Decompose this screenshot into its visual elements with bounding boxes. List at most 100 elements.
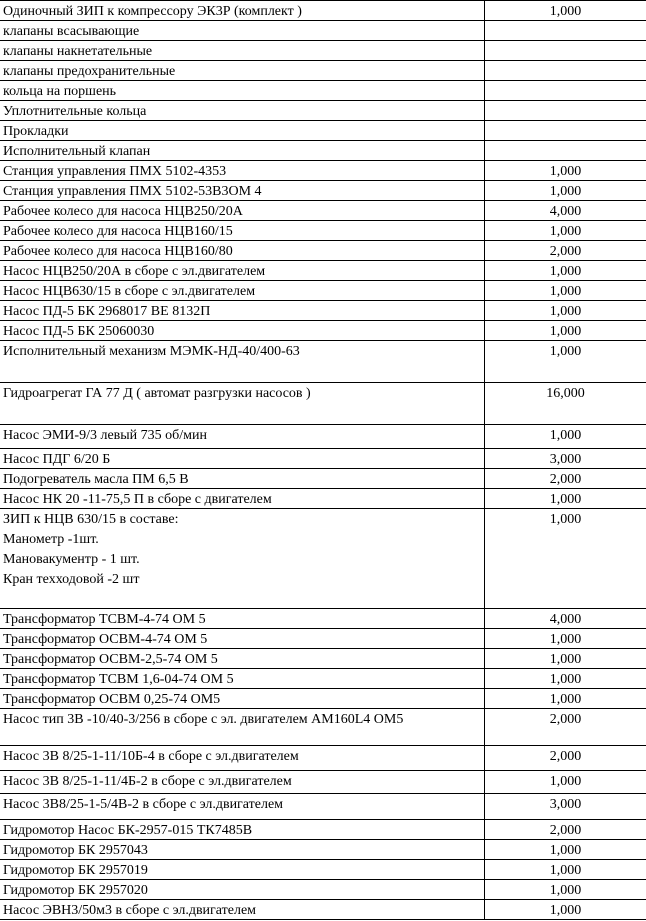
table-row: Насос 3В 8/25-1-11/4Б-2 в сборе с эл.дви… (0, 771, 646, 794)
item-name-cell[interactable]: Насос ПД-5 БК 2968017 ВЕ 8132П (0, 301, 485, 320)
item-name-cell[interactable]: Гидромотор БК 2957020 (0, 880, 485, 899)
table-row: ЗИП к НЦВ 630/15 в составе: Манометр -1шт… (0, 509, 646, 609)
item-name-cell[interactable]: Трансформатор ТСВМ 1,6-04-74 ОМ 5 (0, 669, 485, 688)
item-name-line: Гидроагрегат ГА 77 Д ( автомат разгрузки… (3, 386, 311, 401)
table-row: Гидромотор БК 2957020 1,000 (0, 880, 646, 900)
item-name-cell[interactable]: Станция управления ПМХ 5102-4353 (0, 161, 485, 180)
item-name-cell[interactable]: Трансформатор ТСВМ-4-74 ОМ 5 (0, 609, 485, 628)
quantity-cell[interactable]: 1,000 (549, 428, 582, 443)
quantity-cell[interactable]: 1,000 (549, 903, 582, 918)
quantity-cell[interactable]: 3,000 (549, 452, 582, 467)
quantity-cell[interactable]: 1,000 (549, 863, 582, 878)
quantity-cell[interactable]: 1,000 (549, 304, 582, 319)
quantity-cell[interactable] (485, 121, 646, 140)
item-name-line: Гидромотор БК 2957020 (3, 883, 148, 898)
item-name-cell[interactable]: Рабочее колесо для насоса НЦВ160/80 (0, 241, 485, 260)
item-name-cell[interactable]: Насос ПДГ 6/20 Б (0, 449, 485, 468)
table-row: Трансформатор ТСВМ 1,6-04-74 ОМ 5 1,000 (0, 669, 646, 689)
item-name-line: Станция управления ПМХ 5102-4353 (3, 164, 227, 179)
quantity-cell[interactable]: 1,000 (549, 843, 582, 858)
quantity-cell[interactable]: 1,000 (549, 164, 582, 179)
quantity-cell[interactable]: 2,000 (549, 823, 582, 838)
table-row: Станция управления ПМХ 5102-53В3ОМ 4 1,00… (0, 181, 646, 201)
quantity-cell[interactable]: 1,000 (549, 672, 582, 687)
quantity-cell[interactable]: 4,000 (549, 612, 582, 627)
item-name-cell[interactable]: Насос НЦВ250/20А в сборе с эл.двигателем (0, 261, 485, 280)
quantity-cell[interactable]: 16,000 (546, 386, 585, 401)
item-name-cell[interactable]: Трансформатор ОСВМ-2,5-74 ОМ 5 (0, 649, 485, 668)
quantity-cell[interactable]: 2,000 (549, 712, 582, 727)
item-name-cell[interactable]: Трансформатор ОСВМ 0,25-74 ОМ5 (0, 689, 485, 708)
quantity-cell[interactable]: 3,000 (549, 797, 582, 812)
item-name-cell[interactable]: ЗИП к НЦВ 630/15 в составе: Манометр -1шт… (0, 509, 485, 608)
item-name-line: Рабочее колесо для насоса НЦВ160/80 (3, 244, 233, 259)
quantity-cell[interactable]: 1,000 (549, 224, 582, 239)
item-name-cell[interactable]: Насос ПД-5 БК 25060030 (0, 321, 485, 340)
table-row: Рабочее колесо для насоса НЦВ160/15 1,000 (0, 221, 646, 241)
table-row: Насос ЭМИ-9/3 левый 735 об/мин 1,000 (0, 425, 646, 449)
item-name-line: Насос 3В 8/25-1-11/4Б-2 в сборе с эл.дви… (3, 774, 292, 789)
quantity-cell[interactable]: 4,000 (549, 204, 582, 219)
item-name-cell[interactable]: Станция управления ПМХ 5102-53В3ОМ 4 (0, 181, 485, 200)
item-name-cell[interactable]: кольца на поршень (0, 81, 485, 100)
item-name-cell[interactable]: Насос 3В 8/25-1-11/4Б-2 в сборе с эл.дви… (0, 771, 485, 793)
item-name-cell[interactable]: Гидромотор БК 2957043 (0, 840, 485, 859)
item-name-cell[interactable]: Насос ЭМИ-9/3 левый 735 об/мин (0, 425, 485, 448)
quantity-cell[interactable]: 1,000 (549, 264, 582, 279)
quantity-cell[interactable] (485, 141, 646, 160)
quantity-cell[interactable]: 2,000 (549, 749, 582, 764)
item-name-cell[interactable]: Насос 3В 8/25-1-11/10Б-4 в сборе с эл.дв… (0, 746, 485, 770)
item-name-line: Насос ПД-5 БК 25060030 (3, 324, 155, 339)
quantity-cell[interactable]: 1,000 (549, 774, 582, 789)
item-name-cell[interactable]: Насос ЭВН3/50м3 в сборе с эл.двигателем (0, 900, 485, 919)
quantity-cell[interactable] (485, 101, 646, 120)
table-row: клапаны всасывающие (0, 21, 646, 41)
quantity-cell[interactable]: 1,000 (549, 652, 582, 667)
quantity-cell[interactable] (485, 61, 646, 80)
item-name-cell[interactable]: Насос 3В8/25-1-5/4В-2 в сборе с эл.двига… (0, 794, 485, 819)
item-name-cell[interactable]: Уплотнительные кольца (0, 101, 485, 120)
item-name-line: Насос 3В8/25-1-5/4В-2 в сборе с эл.двига… (3, 797, 284, 812)
item-name-line: Трансформатор ОСВМ 0,25-74 ОМ5 (3, 692, 221, 707)
item-name-cell[interactable]: Исполнительный механизм МЭМК-НД-40/400-6… (0, 341, 485, 382)
quantity-cell[interactable]: 2,000 (549, 472, 582, 487)
quantity-cell[interactable]: 1,000 (549, 324, 582, 339)
quantity-cell[interactable]: 1,000 (549, 512, 582, 527)
table-row: клапаны предохранительные (0, 61, 646, 81)
item-name-line: клапаны предохранительные (3, 64, 176, 79)
quantity-cell[interactable] (485, 81, 646, 100)
quantity-cell[interactable]: 1,000 (549, 492, 582, 507)
quantity-cell[interactable] (485, 41, 646, 60)
item-name-cell[interactable]: клапаны всасывающие (0, 21, 485, 40)
quantity-cell[interactable]: 1,000 (549, 344, 582, 359)
item-name-cell[interactable]: Трансформатор ОСВМ-4-74 ОМ 5 (0, 629, 485, 648)
item-name-cell[interactable]: Рабочее колесо для насоса НЦВ160/15 (0, 221, 485, 240)
item-name-cell[interactable]: Гидромотор БК 2957019 (0, 860, 485, 879)
item-name-line: Трансформатор ТСВМ 1,6-04-74 ОМ 5 (3, 672, 234, 687)
item-name-cell[interactable]: клапаны накнетательные (0, 41, 485, 60)
item-name-cell[interactable]: Рабочее колесо для насоса НЦВ250/20А (0, 201, 485, 220)
quantity-cell[interactable]: 1,000 (549, 284, 582, 299)
quantity-cell[interactable]: 1,000 (549, 184, 582, 199)
quantity-cell[interactable]: 2,000 (549, 244, 582, 259)
table-row: Прокладки (0, 121, 646, 141)
quantity-cell[interactable]: 1,000 (549, 692, 582, 707)
item-name-cell[interactable]: Насос тип 3В -10/40-3/256 в сборе с эл. … (0, 709, 485, 745)
item-name-line: Насос ЭМИ-9/3 левый 735 об/мин (3, 428, 208, 443)
item-name-cell[interactable]: Гидромотор Насос БК-2957-015 ТК7485В (0, 820, 485, 839)
item-name-cell[interactable]: Насос НЦВ630/15 в сборе с эл.двигателем (0, 281, 485, 300)
item-name-line: Гидромотор БК 2957019 (3, 863, 148, 878)
item-name-cell[interactable]: Насос НК 20 -11-75,5 П в сборе с двигате… (0, 489, 485, 508)
item-name-cell[interactable]: клапаны предохранительные (0, 61, 485, 80)
quantity-cell[interactable] (485, 21, 646, 40)
item-name-cell[interactable]: Исполнительный клапан (0, 141, 485, 160)
table-row: Рабочее колесо для насоса НЦВ250/20А 4,00… (0, 201, 646, 221)
item-name-cell[interactable]: Гидроагрегат ГА 77 Д ( автомат разгрузки… (0, 383, 485, 424)
quantity-cell[interactable]: 1,000 (549, 883, 582, 898)
item-name-cell[interactable]: Одиночный ЗИП к компрессору ЭК3Р (компле… (0, 1, 485, 20)
table-row: кольца на поршень (0, 81, 646, 101)
item-name-cell[interactable]: Прокладки (0, 121, 485, 140)
quantity-cell[interactable]: 1,000 (549, 632, 582, 647)
quantity-cell[interactable]: 1,000 (549, 4, 582, 19)
item-name-cell[interactable]: Подогреватель масла ПМ 6,5 В (0, 469, 485, 488)
